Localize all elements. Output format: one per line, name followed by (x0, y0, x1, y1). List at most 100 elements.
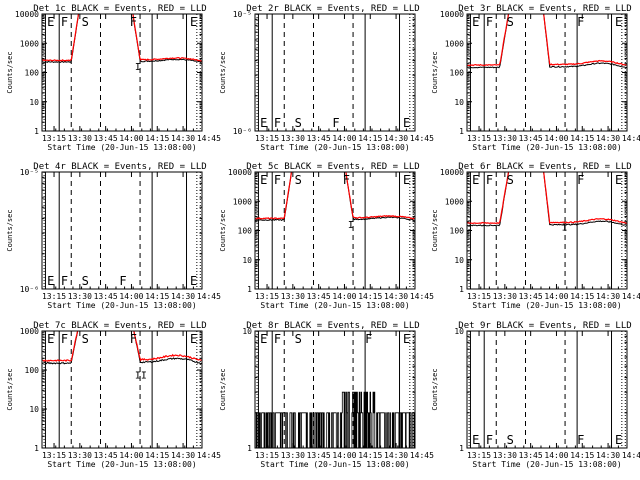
x-tick-label: 14:00 (332, 134, 356, 143)
x-tick-label: 13:45 (94, 292, 118, 301)
x-axis-label: Start Time (20-Jun-15 13:08:00) (472, 460, 621, 469)
x-tick-label: 14:45 (197, 451, 221, 460)
y-tick-label: 10 (454, 327, 464, 336)
segment-label: S (507, 173, 514, 187)
y-axis-label: Counts/sec (431, 368, 439, 410)
panel-frame (41, 330, 203, 449)
y-tick-label: 10000 (228, 168, 252, 177)
segment-label: II (135, 371, 147, 382)
x-tick-label: 14:45 (197, 292, 221, 301)
y-tick-label: 1000 (20, 327, 39, 336)
panel-data (467, 14, 627, 131)
x-axis-label: Start Time (20-Jun-15 13:08:00) (47, 143, 196, 152)
y-tick-label: 1000 (233, 197, 252, 206)
panel-frame (41, 13, 203, 132)
panel-data (42, 331, 202, 448)
lld-series-line (42, 331, 202, 362)
x-tick-label: 14:15 (358, 292, 382, 301)
x-tick-label: 13:15 (42, 134, 66, 143)
x-tick-label: 14:00 (544, 292, 568, 301)
x-tick-label: 14:00 (332, 451, 356, 460)
segment-label: F (365, 332, 372, 346)
y-tick-label: 10000 (15, 10, 39, 19)
events-series-line (42, 14, 202, 64)
panel-frame (41, 171, 203, 290)
panel-title: Det 1c BLACK = Events, RED = LLD (33, 4, 206, 14)
y-tick-label: 1 (34, 127, 39, 136)
segment-label: F (577, 173, 584, 187)
y-tick-label: 10⁻⁵ (20, 168, 39, 177)
x-tick-label: 13:15 (255, 451, 279, 460)
y-axis-label: Counts/sec (219, 51, 227, 93)
y-tick-label: 10 (29, 98, 39, 107)
segment-label: E (47, 332, 54, 346)
x-tick-label: 14:45 (622, 292, 640, 301)
y-axis-label: Counts/sec (431, 51, 439, 93)
x-axis-label: Start Time (20-Jun-15 13:08:00) (472, 143, 621, 152)
panel-data (43, 172, 201, 289)
x-tick-label: 13:30 (281, 292, 305, 301)
segment-label: F (130, 332, 137, 346)
x-tick-label: 13:30 (68, 134, 92, 143)
x-tick-label: 14:45 (410, 451, 434, 460)
segment-label: F (119, 274, 126, 288)
x-tick-label: 13:15 (255, 292, 279, 301)
panel-frame (466, 13, 628, 132)
segment-label: E (472, 173, 479, 187)
y-tick-label: 1000 (445, 39, 464, 48)
y-tick-label: 1000 (20, 39, 39, 48)
y-axis-label: Counts/sec (6, 51, 14, 93)
events-series-line (42, 331, 202, 365)
segment-label: E (472, 433, 479, 447)
segment-label: E (47, 15, 54, 29)
x-tick-label: 13:30 (493, 292, 517, 301)
y-tick-label: 1 (247, 285, 252, 294)
x-tick-label: 13:30 (493, 134, 517, 143)
x-tick-label: 13:30 (68, 292, 92, 301)
x-tick-label: 14:15 (145, 451, 169, 460)
segment-label: I (348, 220, 354, 231)
segment-label: E (472, 15, 479, 29)
y-tick-label: 100 (450, 227, 465, 236)
x-tick-label: 13:45 (307, 292, 331, 301)
y-tick-label: 10⁻⁵ (233, 10, 252, 19)
x-tick-label: 14:00 (119, 292, 143, 301)
lld-series-line (467, 172, 627, 225)
y-tick-label: 10 (242, 327, 252, 336)
x-tick-label: 13:45 (519, 292, 543, 301)
panel-title: Det 3r BLACK = Events, RED = LLD (458, 4, 631, 14)
x-tick-label: 13:45 (307, 451, 331, 460)
segment-label: F (486, 15, 493, 29)
lld-series-line (255, 172, 415, 220)
x-tick-label: 14:30 (596, 134, 620, 143)
segment-label: I (562, 223, 568, 234)
x-axis-label: Start Time (20-Jun-15 13:08:00) (260, 460, 409, 469)
x-axis-label: Start Time (20-Jun-15 13:08:00) (47, 460, 196, 469)
segment-label: F (274, 332, 281, 346)
x-tick-label: 13:45 (94, 134, 118, 143)
y-tick-label: 1 (459, 444, 464, 453)
segment-label: E (260, 173, 267, 187)
panel-data (256, 14, 414, 131)
x-tick-label: 13:45 (519, 134, 543, 143)
x-axis-label: Start Time (20-Jun-15 13:08:00) (260, 301, 409, 310)
segment-label: F (61, 15, 68, 29)
y-tick-label: 100 (238, 227, 253, 236)
panel-title: Det 4r BLACK = Events, RED = LLD (33, 162, 206, 172)
y-tick-label: 1000 (445, 197, 464, 206)
y-tick-label: 100 (450, 69, 465, 78)
x-tick-label: 13:30 (493, 451, 517, 460)
x-tick-label: 14:00 (332, 292, 356, 301)
x-tick-label: 14:15 (570, 292, 594, 301)
x-tick-label: 14:30 (171, 134, 195, 143)
lld-series-line (467, 14, 627, 67)
x-tick-label: 13:30 (281, 451, 305, 460)
